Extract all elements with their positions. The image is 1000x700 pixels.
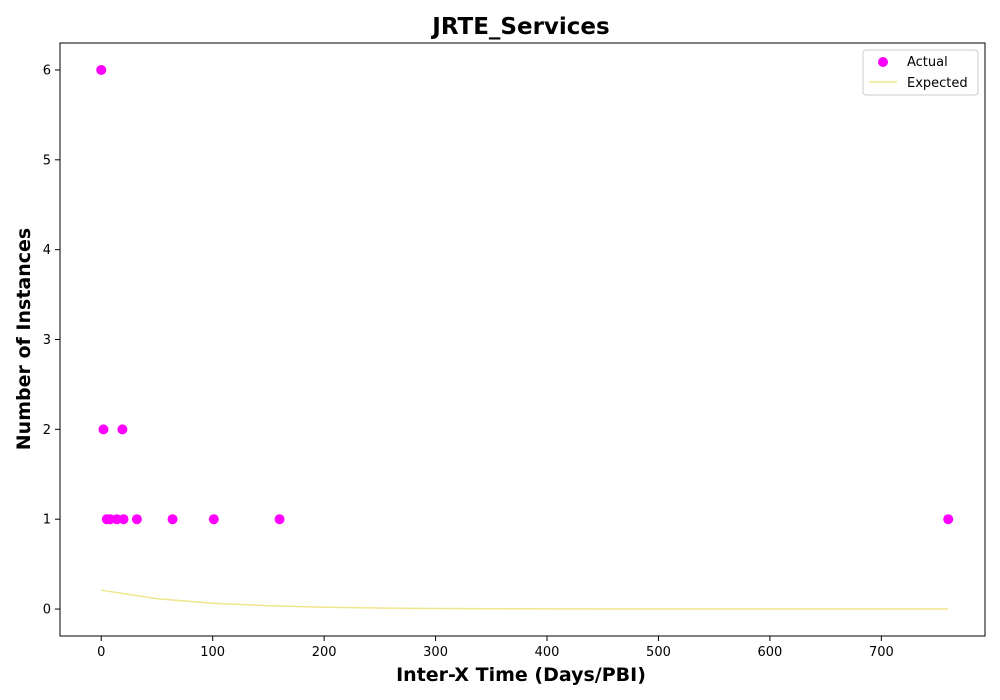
- actual-point: [118, 514, 129, 525]
- legend-box: [862, 49, 979, 96]
- y-tick-label: 3: [43, 333, 51, 348]
- y-tick-label: 2: [43, 423, 51, 438]
- y-tick-label: 4: [43, 243, 51, 258]
- x-axis-label: Inter-X Time (Days/PBI): [396, 664, 646, 686]
- x-tick-label: 200: [312, 645, 337, 660]
- x-tick-label: 400: [535, 645, 560, 660]
- y-axis-label: Number of Instances: [13, 228, 35, 450]
- y-axis: 0 1 2 3 4 5 6: [43, 63, 60, 618]
- legend-label-actual: Actual: [907, 55, 948, 70]
- actual-point: [943, 514, 954, 525]
- x-tick-label: 600: [757, 645, 782, 660]
- actual-point: [117, 424, 128, 435]
- plot-area: [96, 64, 954, 610]
- x-tick-label: 300: [423, 645, 448, 660]
- plot-frame: [59, 42, 986, 637]
- y-tick-label: 1: [43, 513, 51, 528]
- legend-marker-actual: [878, 57, 888, 67]
- legend-label-expected: Expected: [907, 76, 968, 91]
- actual-point: [98, 424, 109, 435]
- actual-point: [131, 514, 142, 525]
- actual-point: [96, 64, 107, 75]
- x-tick-label: 0: [97, 645, 105, 660]
- expected-line: [101, 589, 949, 610]
- actual-point: [208, 514, 219, 525]
- legend: Actual Expected: [862, 49, 979, 96]
- x-tick-label: 500: [646, 645, 671, 660]
- y-tick-label: 5: [43, 153, 51, 168]
- actual-point: [274, 514, 285, 525]
- x-tick-label: 100: [200, 645, 225, 660]
- x-axis: 0 100 200 300 400 500 600 700: [97, 636, 894, 660]
- x-tick-label: 700: [869, 645, 894, 660]
- y-tick-label: 0: [43, 603, 51, 618]
- y-tick-label: 6: [43, 63, 51, 78]
- actual-point: [167, 514, 178, 525]
- chart-title: JRTE_Services: [430, 14, 609, 40]
